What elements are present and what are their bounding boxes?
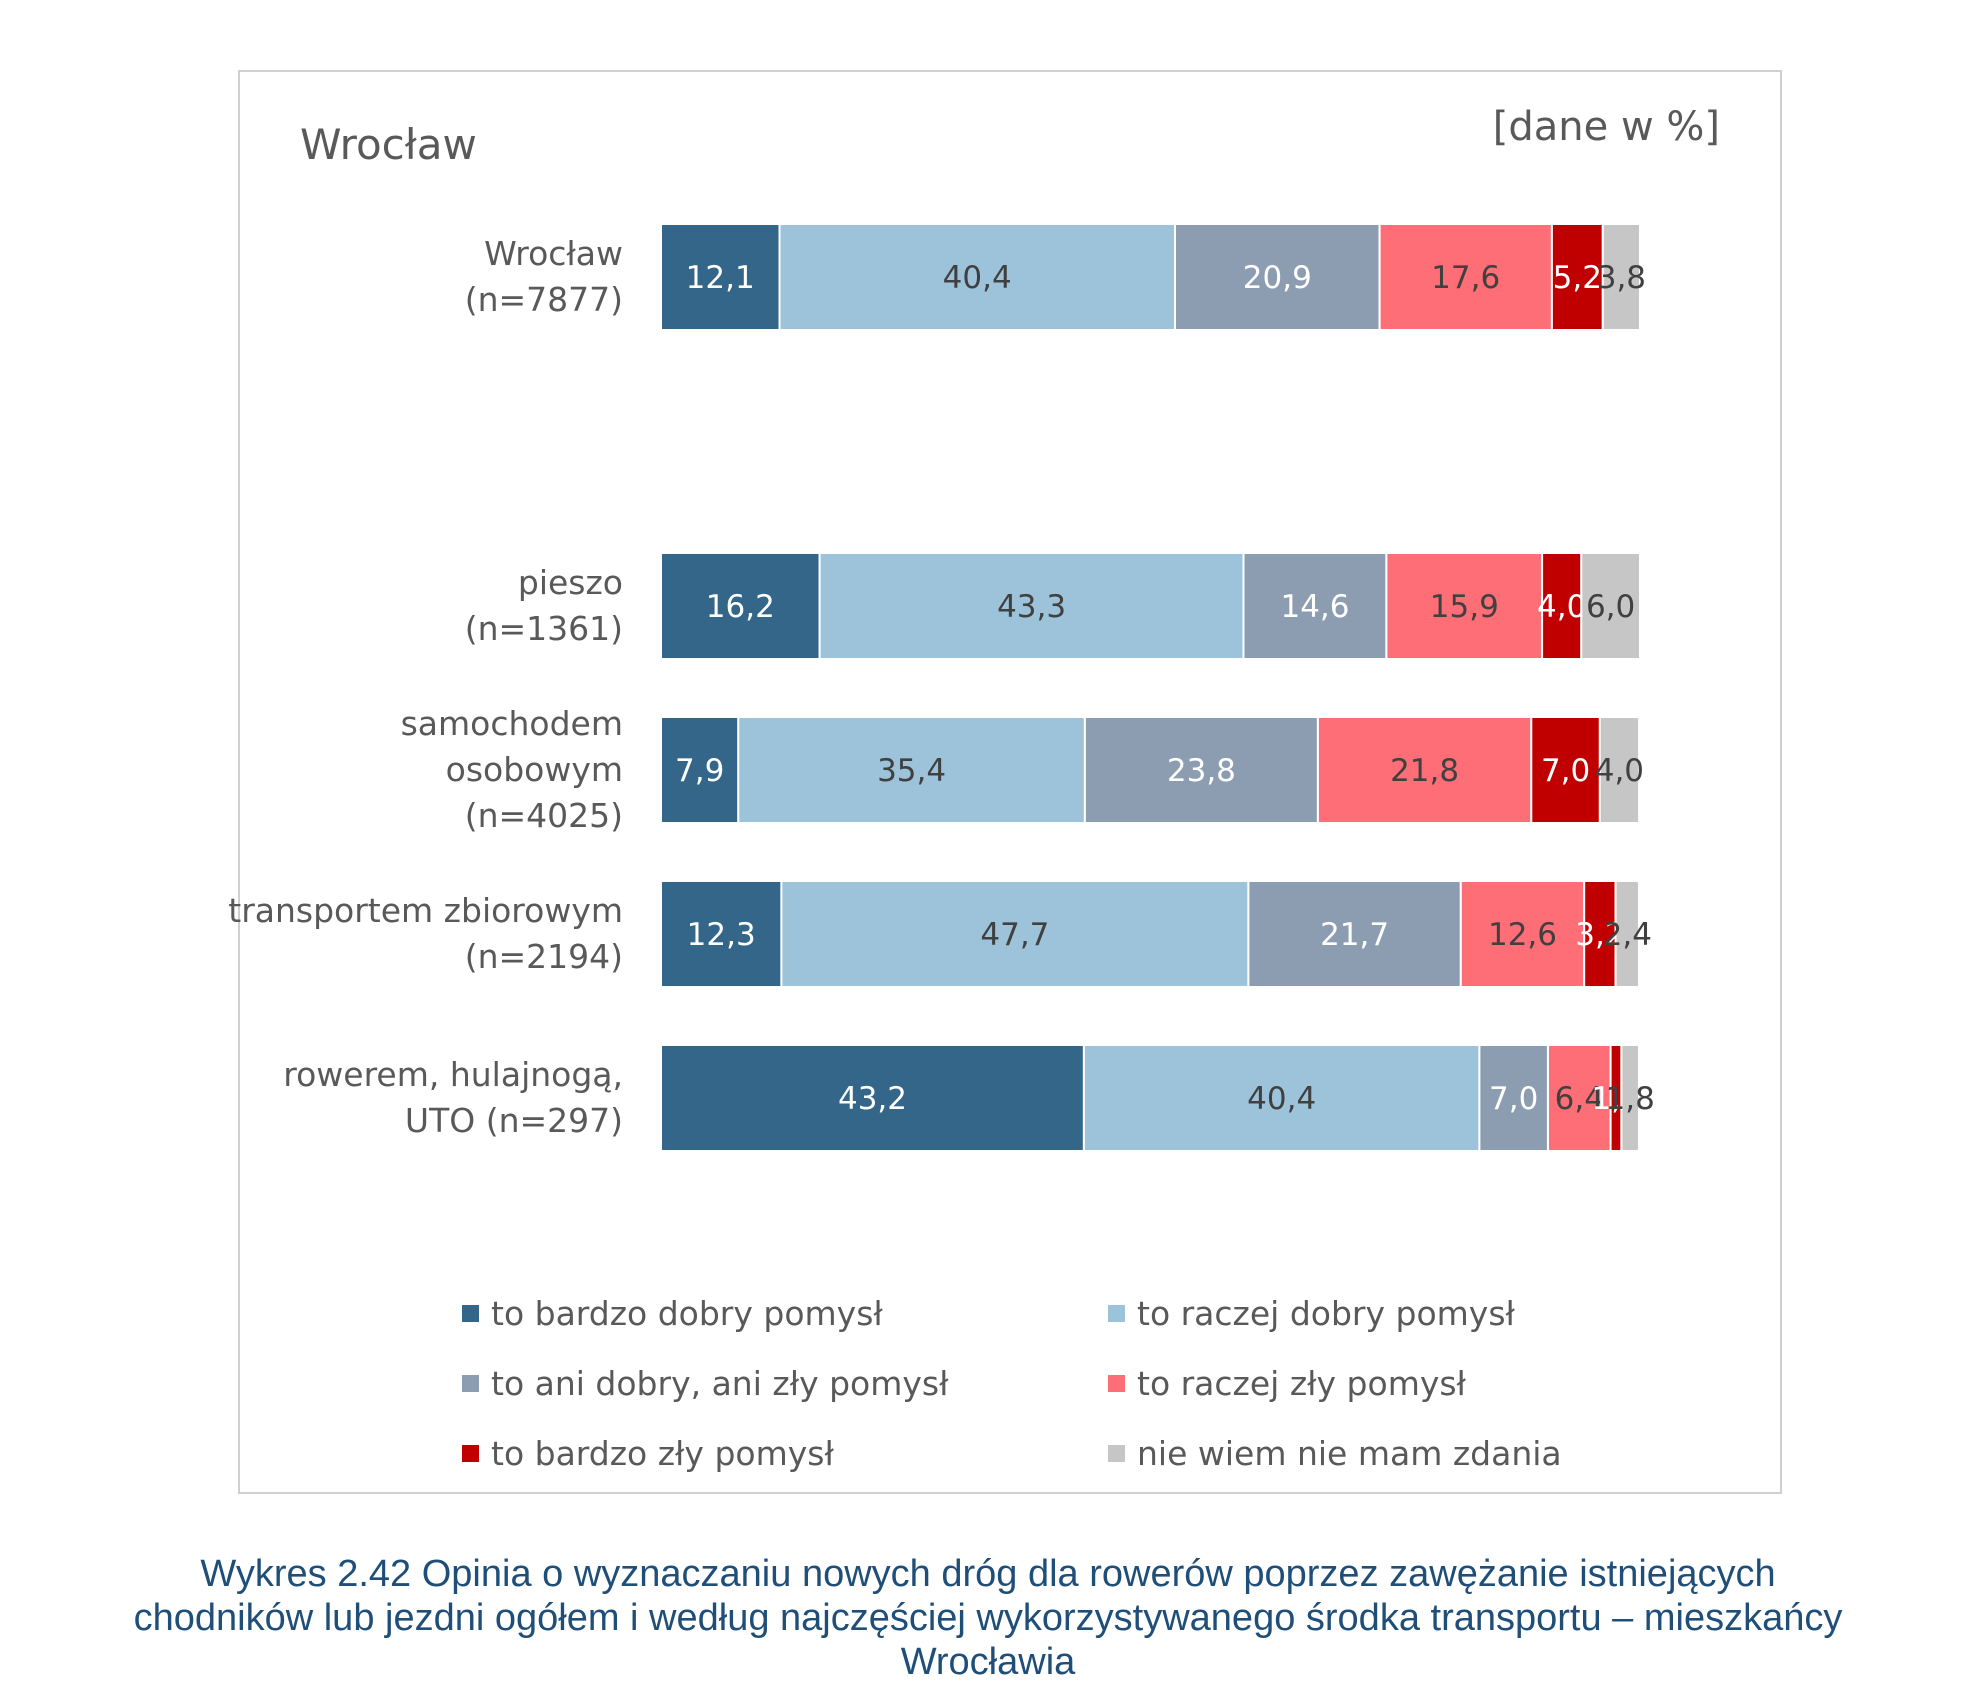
bar-segment [1530, 716, 1601, 824]
data-label: 12,1 [686, 260, 755, 296]
figure-caption: Wykres 2.42 Opinia o wyznaczaniu nowych … [0, 1552, 1976, 1684]
data-label: 43,3 [997, 589, 1066, 625]
bar-segment [818, 552, 1245, 660]
bar-segment [1378, 223, 1553, 331]
data-label: 7,0 [1541, 753, 1590, 789]
legend-swatch [462, 1304, 479, 1322]
category-label: rowerem, hulajnogą, UTO (n=297) [283, 1055, 623, 1140]
data-label: 7,0 [1489, 1081, 1538, 1117]
legend-item: nie wiem nie mam zdania [1108, 1430, 1612, 1476]
data-label: 3,8 [1597, 260, 1646, 296]
legend-label: to ani dobry, ani zły pomysł [491, 1363, 949, 1403]
legend-swatch [462, 1374, 479, 1392]
legend-item: to bardzo zły pomysł [462, 1430, 1108, 1476]
caption-line: Wykres 2.42 Opinia o wyznaczaniu nowych … [200, 1553, 1776, 1595]
bar-segment [660, 552, 821, 660]
caption-line: chodników lub jezdni ogółem i według naj… [133, 1597, 1843, 1639]
category-label: transportem zbiorowym (n=2194) [228, 891, 623, 976]
data-label: 2,4 [1603, 917, 1652, 953]
bar-segment [1601, 223, 1642, 331]
caption-line: Wrocławia [900, 1641, 1076, 1683]
category-label: pieszo (n=1361) [465, 563, 623, 648]
data-label: 6,4 [1555, 1081, 1604, 1117]
data-label: 21,7 [1320, 917, 1389, 953]
data-label: 21,8 [1390, 753, 1459, 789]
data-label: 16,2 [706, 589, 775, 625]
data-label: 7,9 [675, 753, 724, 789]
bar-segment [1478, 1044, 1549, 1152]
category-label: Wrocław (n=7877) [465, 234, 623, 319]
legend-label: to bardzo zły pomysł [491, 1433, 834, 1473]
data-label: 4,0 [1595, 753, 1644, 789]
bar-segment [1580, 552, 1642, 660]
bar-segment [1242, 552, 1388, 660]
data-label: 17,6 [1431, 260, 1500, 296]
chart-title: Wrocław [300, 120, 477, 169]
bar-segment [1174, 223, 1381, 331]
legend-swatch [1108, 1444, 1125, 1462]
data-label: 12,6 [1488, 917, 1557, 953]
legend-swatch [462, 1444, 479, 1462]
legend-item: to raczej dobry pomysł [1108, 1290, 1612, 1336]
bar-segment [1583, 880, 1617, 988]
bar-segment [660, 716, 740, 824]
legend-label: to raczej zły pomysł [1137, 1363, 1466, 1403]
legend-swatch [1108, 1304, 1125, 1322]
bar-segment [1541, 552, 1583, 660]
data-label: 47,7 [980, 917, 1049, 953]
data-label: 4,0 [1537, 589, 1586, 625]
category-label: samochodem osobowym (n=4025) [401, 704, 623, 835]
data-label: 40,4 [1247, 1081, 1316, 1117]
bar-segment [1082, 1044, 1481, 1152]
data-label: 14,6 [1280, 589, 1349, 625]
bar-segment [1550, 223, 1604, 331]
data-label: 40,4 [943, 260, 1012, 296]
bar-segment [1620, 1044, 1641, 1152]
bar-segment [1385, 552, 1544, 660]
legend-label: nie wiem nie mam zdania [1137, 1433, 1562, 1473]
bar-segment [1459, 880, 1586, 988]
legend-item: to raczej zły pomysł [1108, 1360, 1612, 1406]
bar-segment [1316, 716, 1533, 824]
data-label: 15,9 [1430, 589, 1499, 625]
legend-label: to bardzo dobry pomysł [491, 1293, 883, 1333]
data-label: 43,2 [838, 1081, 907, 1117]
stacked-bar-chart: Wrocław (n=7877) 12,1 40,4 20,9 17,6 5,23,8 pie… [228, 223, 1655, 1152]
bar-segment [1614, 880, 1640, 988]
legend-item: to bardzo dobry pomysł [462, 1290, 1108, 1336]
bar-segment [1598, 716, 1641, 824]
data-label: 1,8 [1606, 1081, 1655, 1117]
data-label: 35,4 [877, 753, 946, 789]
bar-segment [780, 880, 1250, 988]
data-label: 5,2 [1553, 260, 1602, 296]
data-label: 23,8 [1167, 753, 1236, 789]
unit-note: [dane w %] [1492, 104, 1720, 150]
data-label: 20,9 [1243, 260, 1312, 296]
legend-label: to raczej dobry pomysł [1137, 1293, 1515, 1333]
legend: to bardzo dobry pomysł to raczej dobry p… [462, 1290, 1612, 1476]
data-label: 6,0 [1586, 589, 1635, 625]
data-label: 12,3 [687, 917, 756, 953]
legend-swatch [1108, 1374, 1125, 1392]
legend-item: to ani dobry, ani zły pomysł [462, 1360, 1108, 1406]
